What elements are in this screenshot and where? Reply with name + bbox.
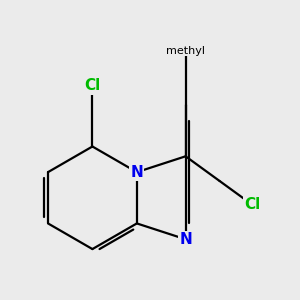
Text: Cl: Cl — [84, 78, 101, 93]
Text: N: N — [130, 165, 143, 180]
Text: N: N — [179, 232, 192, 247]
Text: Cl: Cl — [244, 197, 260, 212]
Text: methyl: methyl — [166, 46, 205, 56]
